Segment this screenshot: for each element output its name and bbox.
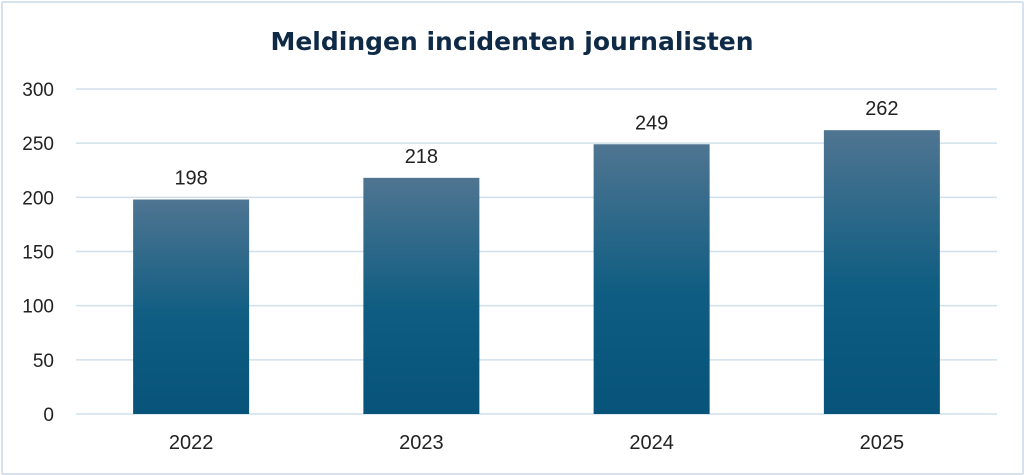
data-label: 198 [174,168,207,190]
y-tick-label: 50 [33,351,54,372]
x-tick-label: 2022 [169,432,214,454]
bar-2025 [823,130,940,414]
y-tick-label: 100 [22,297,54,318]
data-label: 249 [635,112,668,134]
bar-2023 [363,177,480,414]
y-tick-label: 300 [22,80,54,101]
x-tick-label: 2025 [860,432,905,454]
bar-2022 [133,199,250,414]
data-label: 262 [865,98,898,120]
data-label: 218 [405,146,438,168]
y-tick-label: 200 [22,188,54,209]
x-tick-label: 2024 [629,432,674,454]
y-tick-label: 150 [22,243,54,264]
y-tick-label: 250 [22,134,54,155]
x-tick-label: 2023 [399,432,444,454]
bar-2024 [593,144,710,414]
y-tick-label: 0 [43,405,54,426]
chart-title: Meldingen incidenten journalisten [270,27,753,56]
